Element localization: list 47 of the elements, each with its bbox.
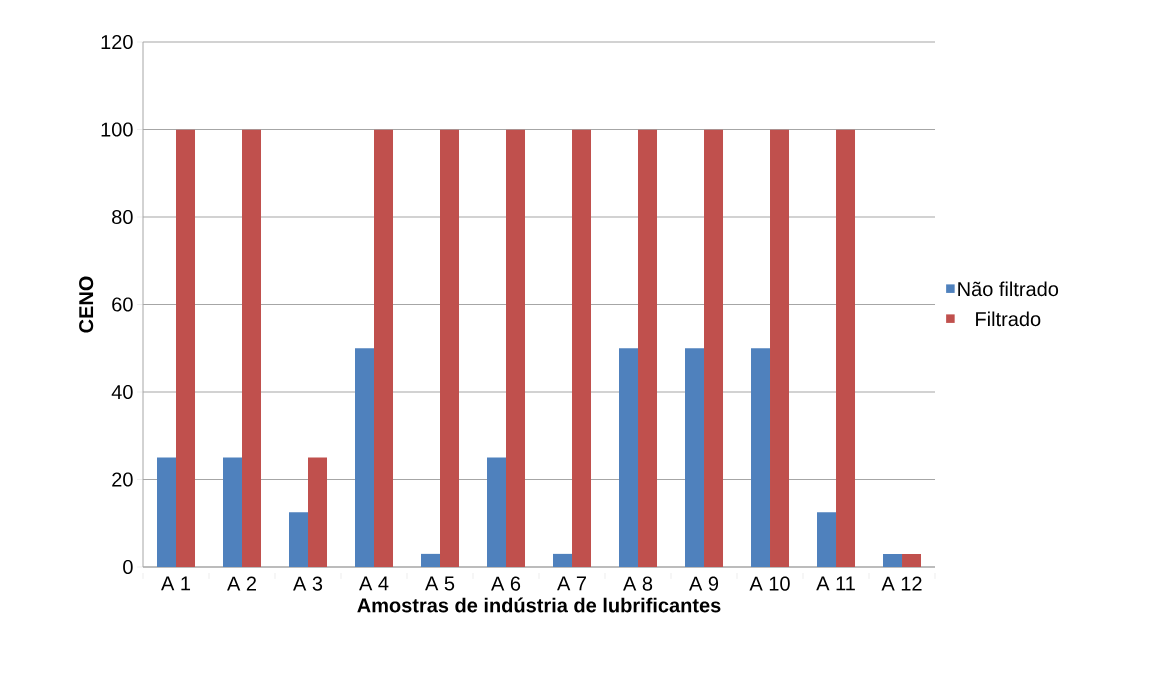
y-tick-label: 100 <box>101 122 133 137</box>
bar <box>157 457 176 567</box>
x-tick-label: A 10 <box>749 576 790 591</box>
bar <box>242 129 262 567</box>
bar <box>638 129 658 567</box>
x-tick-label: A 5 <box>425 576 455 591</box>
legend-label: Não filtrado <box>958 281 1059 297</box>
x-tick-label: A 1 <box>161 576 191 591</box>
legend-label: Filtrado <box>976 311 1041 327</box>
bar <box>572 129 592 567</box>
x-tick-label: A 12 <box>881 576 922 591</box>
x-tick-label: A 11 <box>816 576 855 591</box>
bar <box>770 129 790 567</box>
bar <box>440 129 460 567</box>
bar <box>506 129 526 567</box>
bar <box>751 348 771 567</box>
bar <box>421 553 441 567</box>
x-tick-label: A 2 <box>227 576 256 591</box>
y-tick-label: 20 <box>112 472 133 487</box>
bar <box>355 348 375 567</box>
y-tick-label: 120 <box>101 34 133 50</box>
bar <box>223 457 243 567</box>
bar <box>176 129 196 567</box>
y-tick-label: 80 <box>112 209 133 225</box>
x-tick-label: A 6 <box>491 576 521 591</box>
bar <box>836 129 856 567</box>
y-tick-label: 0 <box>123 559 133 575</box>
y-axis-title: CENO <box>79 276 94 333</box>
bar <box>685 348 705 567</box>
bar <box>374 129 394 567</box>
y-tick-label: 40 <box>111 384 133 400</box>
bar <box>883 553 903 567</box>
x-tick-label: A 4 <box>359 576 389 591</box>
bar <box>619 348 639 567</box>
x-tick-label: A 7 <box>557 576 586 591</box>
x-axis-title: Amostras de indústria de lubrificantes <box>357 597 721 613</box>
bar <box>902 553 922 567</box>
bar <box>817 512 837 567</box>
bar <box>289 512 309 567</box>
bar <box>308 457 328 567</box>
y-tick-label: 60 <box>112 297 133 312</box>
bar <box>487 457 507 567</box>
x-tick-label: A 3 <box>293 576 323 591</box>
bar <box>553 553 573 567</box>
bar <box>704 129 724 567</box>
x-tick-label: A 9 <box>689 576 719 591</box>
x-tick-label: A 8 <box>623 576 653 591</box>
